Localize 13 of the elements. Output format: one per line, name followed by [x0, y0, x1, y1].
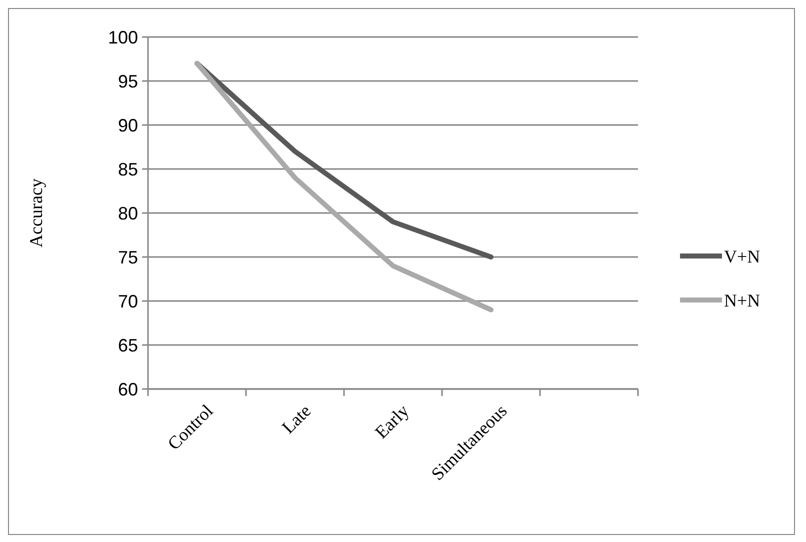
y-tick-label: 75 — [118, 247, 138, 268]
y-axis-title: Accuracy — [26, 178, 46, 248]
y-tick-label: 90 — [118, 115, 138, 136]
y-tick-label: 100 — [108, 27, 138, 48]
y-tick-label: 70 — [118, 291, 138, 312]
y-tick-label: 65 — [118, 335, 138, 356]
x-tick-label: Late — [278, 400, 315, 438]
y-tick-label: 60 — [118, 379, 138, 400]
y-tick-label: 85 — [118, 159, 138, 180]
y-tick-label: 80 — [118, 203, 138, 224]
y-tick-label: 95 — [118, 71, 138, 92]
legend-label: N+N — [724, 290, 760, 310]
legend-label: V+N — [724, 246, 760, 266]
